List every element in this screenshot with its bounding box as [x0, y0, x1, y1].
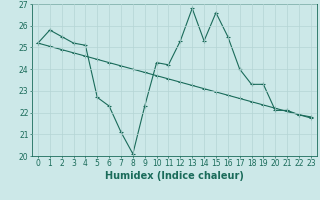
X-axis label: Humidex (Indice chaleur): Humidex (Indice chaleur)	[105, 171, 244, 181]
